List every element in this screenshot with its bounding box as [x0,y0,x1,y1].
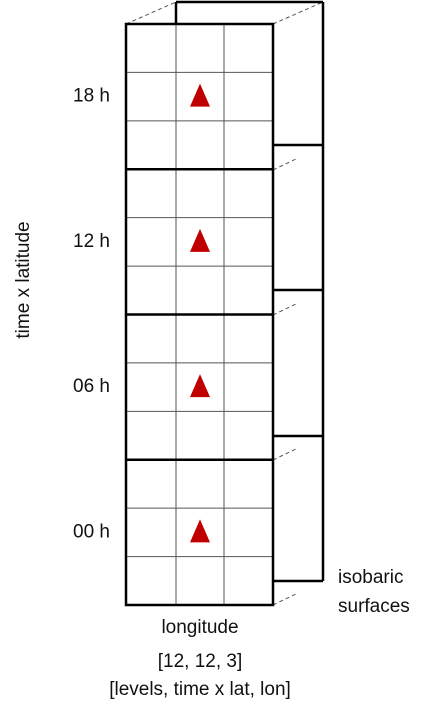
station-marker [190,374,210,398]
time-label: 00 h [73,521,110,542]
station-marker [190,228,210,252]
side-label: isobaric [338,567,403,588]
station-marker [190,519,210,543]
station-marker [190,83,210,107]
grid-box [124,0,325,607]
time-label: 06 h [73,376,110,397]
front-box [124,22,275,607]
time-label: 18 h [73,86,110,107]
y-axis-label: time x latitude [13,221,34,338]
side-label: surfaces [338,596,410,617]
x-axis-label: longitude [161,617,238,638]
shape: [12, 12, 3] [158,651,243,672]
time-label: 12 h [73,231,110,252]
shape-legend: [levels, time x lat, lon] [109,679,291,700]
